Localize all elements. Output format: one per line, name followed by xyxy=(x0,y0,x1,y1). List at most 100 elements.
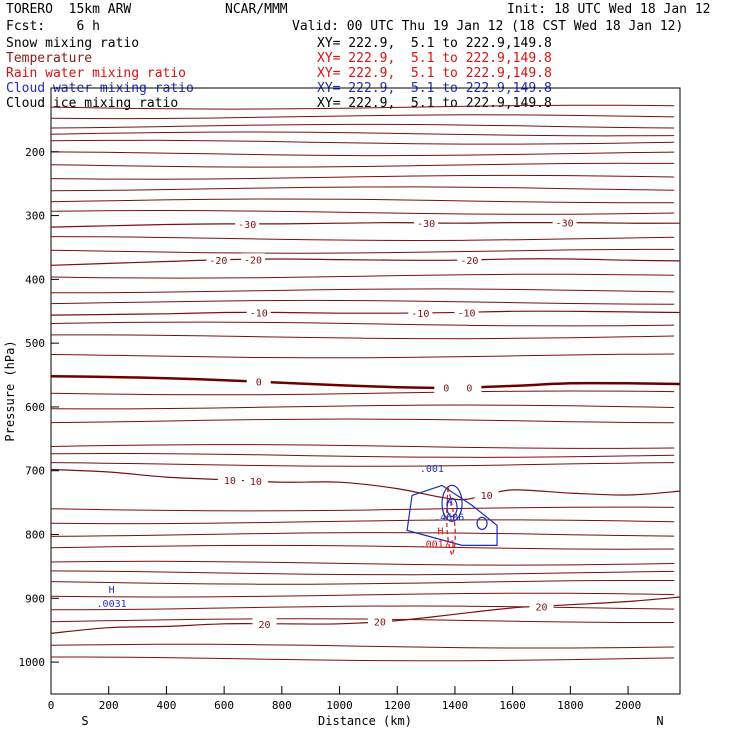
isotherm-label-bg xyxy=(408,306,433,319)
center-title: NCAR/MMM xyxy=(225,2,288,17)
isotherm-label: -10 xyxy=(411,309,429,320)
y-tick-label: 900 xyxy=(25,592,45,605)
cloud-water-contour xyxy=(406,484,498,546)
y-tick-label: 600 xyxy=(25,401,45,414)
isotherm-label-bg xyxy=(206,253,231,266)
pressure-contour xyxy=(50,418,675,424)
isotherm-label: 10 xyxy=(481,491,493,502)
isotherm-label: 20 xyxy=(374,618,386,629)
isotherm-label-bg xyxy=(474,489,499,502)
pressure-contour xyxy=(50,656,675,662)
x-tick-label: 600 xyxy=(214,699,234,712)
pressure-contour xyxy=(50,390,675,396)
isotherm-label-bg xyxy=(367,615,392,628)
field-cloudice-name: Cloud ice mixing ratio xyxy=(6,96,179,111)
pressure-contour xyxy=(50,334,675,340)
y-tick-label: 400 xyxy=(25,273,45,286)
pressure-contour xyxy=(50,560,675,566)
x-tick-label: 1000 xyxy=(326,699,353,712)
x-tick-label: 800 xyxy=(272,699,292,712)
isotherm-label: 10 xyxy=(250,477,262,488)
isotherm-label-bg xyxy=(529,600,554,613)
cloud-water-label: .4606 xyxy=(434,512,464,523)
cloud-water-contour xyxy=(476,516,488,530)
y-tick-label: 700 xyxy=(25,465,45,478)
isotherm-label: -30 xyxy=(417,219,435,230)
isotherm-0 xyxy=(50,375,681,390)
x-tick-label: 0 xyxy=(48,699,55,712)
field-snow-name: Snow mixing ratio xyxy=(6,36,140,51)
pressure-contour xyxy=(50,236,675,242)
isotherm-label: -20 xyxy=(460,256,478,267)
y-tick-label: 500 xyxy=(25,337,45,350)
field-temp-xy: XY= 222.9, 5.1 to 222.9,149.8 xyxy=(317,51,552,66)
field-temp-name: Temperature xyxy=(6,51,93,66)
isotherm-label: -30 xyxy=(238,220,256,231)
isotherm-label-bg xyxy=(217,473,242,486)
isotherm-label: -30 xyxy=(556,219,574,230)
pressure-contour xyxy=(50,151,675,157)
y-tick-label: 800 xyxy=(25,529,45,542)
plot-frame xyxy=(50,87,681,695)
pressure-contour xyxy=(50,643,675,649)
isotherm--10 xyxy=(50,310,681,316)
isotherm-label: 20 xyxy=(258,620,270,631)
pressure-contour xyxy=(50,544,675,550)
pressure-contour xyxy=(50,506,675,512)
pressure-contour xyxy=(50,299,675,305)
pressure-contour xyxy=(50,605,675,611)
model-title: TORERO 15km ARW xyxy=(6,2,132,17)
x-tick-label: 1400 xyxy=(442,699,469,712)
pressure-contour xyxy=(50,570,675,576)
isotherm-label-bg xyxy=(246,306,271,319)
isotherm-label-bg xyxy=(235,217,260,230)
pressure-contour xyxy=(50,248,675,254)
y-tick-label: 1000 xyxy=(19,656,46,669)
isotherm-label: 10 xyxy=(224,476,236,487)
isotherm-label: -20 xyxy=(244,255,262,266)
pressure-contour xyxy=(50,321,675,327)
pressure-contour xyxy=(50,131,675,137)
x-axis-title: Distance (km) xyxy=(318,714,412,728)
cloud-water-label: .001 xyxy=(420,464,444,475)
pressure-contour xyxy=(50,618,675,623)
isotherm-label-bg xyxy=(243,475,268,488)
field-rain-name: Rain water mixing ratio xyxy=(6,66,187,81)
pressure-contour xyxy=(50,462,675,467)
cloud-water-label: H xyxy=(446,498,452,509)
south-max-value: .0031 xyxy=(97,599,127,610)
x-tick-label: 1200 xyxy=(384,699,411,712)
isotherm-label-bg xyxy=(552,216,577,229)
y-tick-label: 300 xyxy=(25,210,45,223)
field-snow-xy: XY= 222.9, 5.1 to 222.9,149.8 xyxy=(317,36,552,51)
isotherm-10 xyxy=(50,468,681,501)
pressure-contour xyxy=(50,123,675,129)
pressure-contour xyxy=(50,174,675,180)
isotherm-label-bg xyxy=(434,381,459,394)
right-endpoint-label: N xyxy=(656,714,663,728)
cloud-water-contour xyxy=(441,484,463,522)
isotherm-label: -10 xyxy=(457,308,475,319)
rain-water-label: H xyxy=(438,527,444,538)
south-max-label: H xyxy=(109,585,115,596)
x-tick-label: 1600 xyxy=(499,699,526,712)
init-time: Init: 18 UTC Wed 18 Jan 12 xyxy=(507,2,711,17)
pressure-contour xyxy=(50,114,675,120)
isotherm-label: 0 xyxy=(443,384,449,395)
pressure-contour xyxy=(50,198,675,204)
valid-time: Valid: 00 UTC Thu 19 Jan 12 (18 CST Wed … xyxy=(292,19,684,34)
pressure-contour xyxy=(50,592,675,598)
field-rain-xy: XY= 222.9, 5.1 to 222.9,149.8 xyxy=(317,66,552,81)
pressure-contour xyxy=(50,273,675,279)
pressure-contour xyxy=(50,532,675,537)
x-tick-label: 200 xyxy=(99,699,119,712)
y-axis-title: Pressure (hPa) xyxy=(3,340,17,441)
pressure-contour xyxy=(50,288,675,294)
isotherm-20 xyxy=(50,596,681,634)
forecast-hour: Fcst: 6 h xyxy=(6,19,100,34)
pressure-contour xyxy=(50,519,675,525)
isotherm-label-bg xyxy=(457,381,482,394)
pressure-contour xyxy=(50,579,675,585)
cloud-water-contour xyxy=(446,497,458,517)
